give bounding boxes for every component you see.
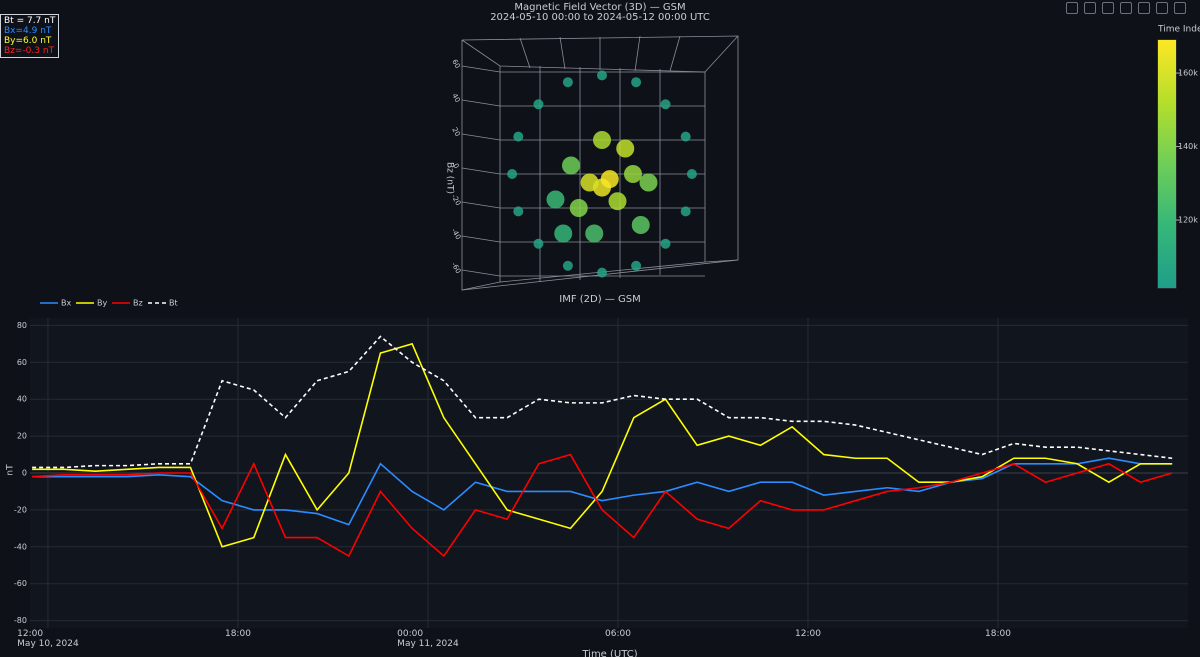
y-tick-label: 0 [22,469,27,478]
y-tick-label: -40 [14,542,27,551]
z-tick-label: 0 [451,162,460,170]
point-3d [631,260,642,271]
y-tick-label: 40 [17,395,27,404]
readout-box: Bt = 7.7 nT Bx=4.9 nT By=6.0 nT Bz=-0.3 nT [0,14,60,58]
legend-label: By [97,299,107,308]
colorbar [1158,40,1176,288]
tick-line [461,269,501,277]
y-tick-label: -60 [14,579,27,588]
z-tick-label: 40 [450,92,461,104]
point-3d [624,165,642,183]
pan-button[interactable] [1102,2,1114,14]
zoom-button[interactable] [1084,2,1096,14]
y-axis-label: nT [6,464,16,476]
colorbar-tick-label: 140k [1178,142,1198,151]
point-3d [631,77,642,88]
z-axis-label: Bz (nT) [445,162,455,194]
point-3d [597,267,607,278]
legend-label: Bx [61,299,71,308]
tick-line [461,99,501,107]
tick-line [461,235,501,243]
series-line [32,342,1173,548]
camera-button[interactable] [1066,2,1078,14]
point-3d [554,224,573,243]
point-3d [585,224,604,243]
y-tick-label: -20 [14,505,27,514]
z-tick-label: -40 [450,227,463,241]
z-tick-label: 20 [450,126,461,138]
readout-line: Bx=4.9 nT [4,26,52,36]
chart-2d-title: IMF (2D) — GSM [559,294,640,305]
point-3d [533,99,544,110]
point-3d [616,139,635,158]
point-3d [562,260,573,271]
series-line [32,335,1173,469]
readout-line: Bz=-0.3 nT [4,46,55,56]
colorbar-tick-label: 160k [1178,69,1198,78]
series-line [32,457,1173,526]
point-3d [513,131,524,142]
colorbar-tick-label: 120k [1178,216,1198,225]
toolbar [1066,2,1186,14]
point-3d [608,192,627,211]
tick-line [461,201,501,209]
tick-line [461,133,501,141]
point-3d [639,173,658,192]
tick-line [461,65,501,73]
point-3d [580,173,599,192]
point-3d [680,206,691,217]
home-button[interactable] [1156,2,1168,14]
x-axis-label: Time (UTC) [581,649,637,657]
point-3d [562,77,573,88]
colorbar-title: Time Index [1157,25,1200,35]
reset-button[interactable] [1174,2,1186,14]
readout-line: By=6.0 nT [4,36,52,46]
point-3d [593,131,611,149]
point-3d [680,131,691,142]
legend-label: Bt [169,299,178,308]
point-3d [546,190,565,209]
y-tick-label: -80 [14,616,27,625]
point-3d [631,216,650,234]
point-3d [597,70,607,81]
series-line [32,453,1173,558]
chart-3d-subtitle: 2024-05-10 00:00 to 2024-05-12 00:00 UTC [490,12,710,23]
point-3d [562,156,580,175]
z-tick-label: -20 [450,193,463,207]
orbit-button[interactable] [1138,2,1150,14]
point-3d [513,206,524,217]
z-tick-label: -60 [450,261,463,275]
chart-3d-title: Magnetic Field Vector (3D) — GSM [514,2,685,13]
point-3d [660,99,671,110]
legend-label: Bz [133,299,143,308]
y-tick-label: 80 [17,321,27,330]
point-3d [660,238,671,249]
point-3d [600,170,619,189]
z-tick-label: 60 [450,58,461,70]
point-3d [569,199,588,217]
rotate-button[interactable] [1120,2,1132,14]
y-tick-label: 20 [17,432,27,441]
point-3d [686,169,697,179]
readout-line: Bt = 7.7 nT [4,16,56,26]
point-3d [507,169,518,179]
y-tick-label: 60 [17,358,27,367]
tick-line [461,167,501,175]
point-3d [533,238,544,249]
